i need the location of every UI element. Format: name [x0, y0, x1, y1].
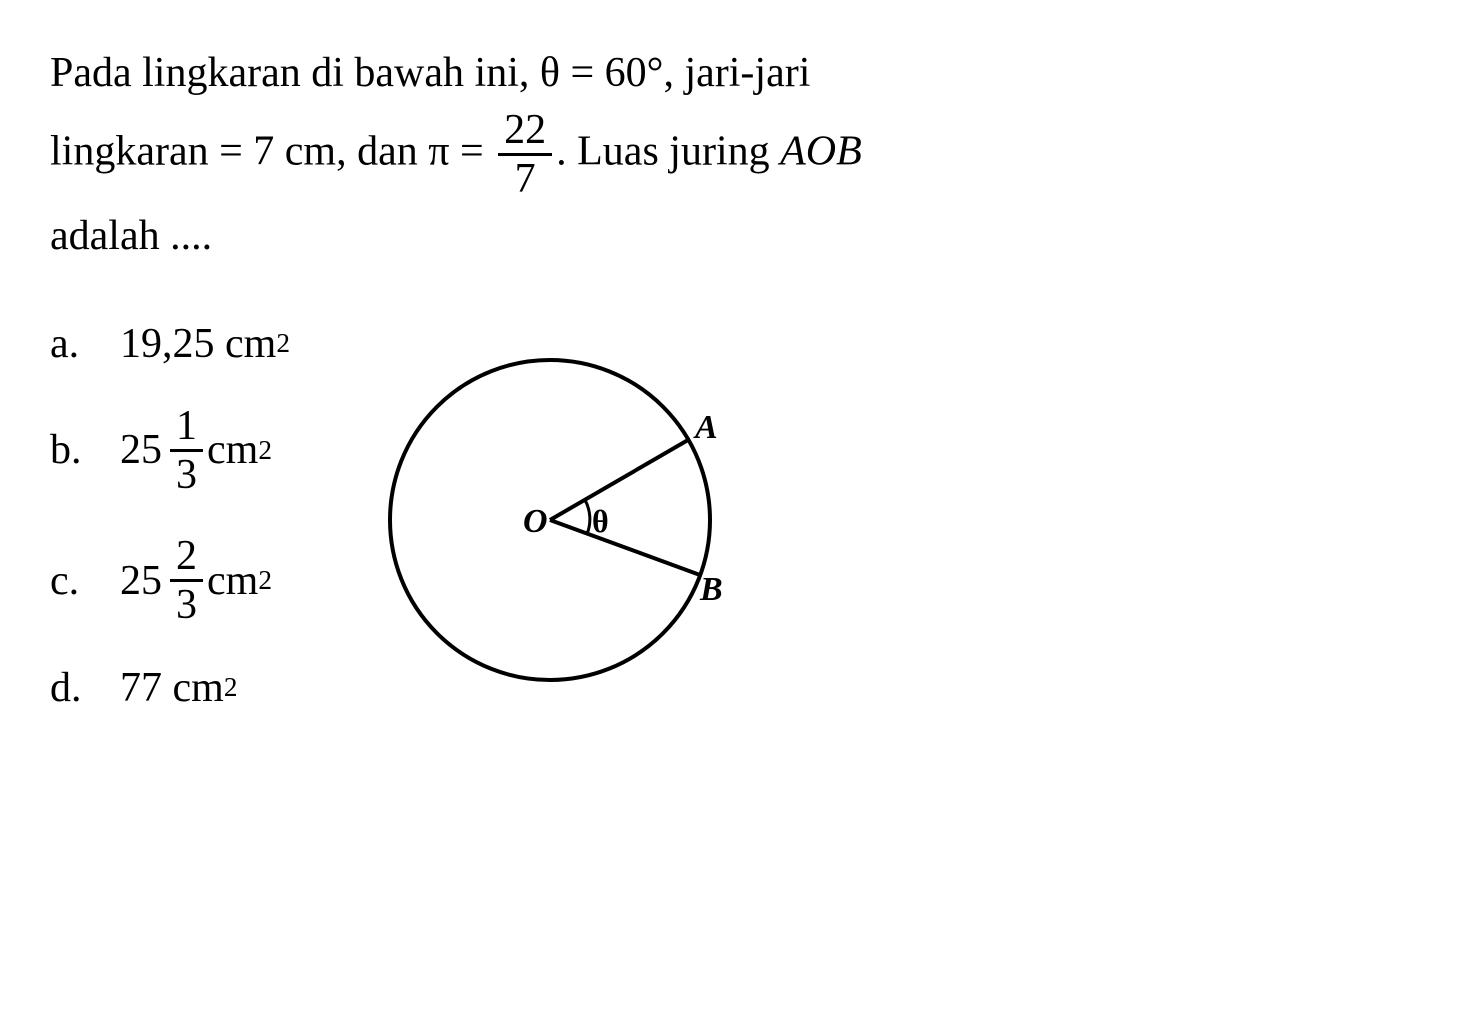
option-a-value: 19,25 cm2 — [120, 320, 290, 368]
circle-diagram: O θ A B — [370, 340, 770, 725]
q-l2-p3: AOB — [780, 129, 862, 175]
content-row: a. 19,25 cm2 b. 25 1 3 cm2 c. 2 — [50, 320, 1411, 747]
q-l2-p2: . Luas juring — [556, 129, 780, 175]
option-c-mixed: 25 2 3 — [120, 533, 207, 628]
label-theta: θ — [592, 503, 609, 539]
option-c-whole: 25 — [120, 557, 162, 605]
option-d-value: 77 cm2 — [120, 664, 237, 712]
label-o: O — [523, 503, 548, 540]
pi-den: 7 — [498, 156, 552, 202]
label-b: B — [699, 571, 723, 608]
option-a-text: 19,25 cm — [120, 320, 276, 368]
option-d-text: 77 cm — [120, 664, 224, 712]
option-d-letter: d. — [50, 664, 120, 712]
option-d-exp: 2 — [224, 672, 238, 703]
option-c-unit: cm — [207, 557, 258, 605]
option-c-value: 25 2 3 cm2 — [120, 533, 272, 628]
options-list: a. 19,25 cm2 b. 25 1 3 cm2 c. 2 — [50, 320, 290, 747]
option-a-exp: 2 — [276, 328, 290, 359]
pi-num: 22 — [498, 107, 552, 156]
option-c-exp: 2 — [258, 565, 272, 596]
option-b-whole: 25 — [120, 426, 162, 474]
circle-svg: O θ A B — [370, 340, 770, 720]
option-b-exp: 2 — [258, 435, 272, 466]
option-b-mixed: 25 1 3 — [120, 403, 207, 498]
option-b: b. 25 1 3 cm2 — [50, 403, 290, 498]
label-a: A — [693, 409, 718, 446]
question-line2: lingkaran = 7 cm, dan π = 227. Luas juri… — [50, 107, 1411, 202]
option-b-unit: cm — [207, 426, 258, 474]
line-oa — [550, 440, 688, 520]
option-c: c. 25 2 3 cm2 — [50, 533, 290, 628]
option-c-den: 3 — [170, 582, 203, 628]
question-line1: Pada lingkaran di bawah ini, θ = 60°, ja… — [50, 40, 1411, 107]
question-text: Pada lingkaran di bawah ini, θ = 60°, ja… — [50, 40, 1411, 270]
option-c-num: 2 — [170, 533, 203, 582]
option-a-letter: a. — [50, 320, 120, 368]
option-b-den: 3 — [170, 452, 203, 498]
option-c-letter: c. — [50, 557, 120, 605]
question-line3: adalah .... — [50, 203, 1411, 270]
angle-arc — [585, 500, 590, 534]
option-a: a. 19,25 cm2 — [50, 320, 290, 368]
option-c-fraction: 2 3 — [170, 533, 203, 628]
option-d: d. 77 cm2 — [50, 664, 290, 712]
option-b-letter: b. — [50, 426, 120, 474]
option-b-num: 1 — [170, 403, 203, 452]
option-b-fraction: 1 3 — [170, 403, 203, 498]
line-ob — [550, 520, 700, 575]
option-b-value: 25 1 3 cm2 — [120, 403, 272, 498]
pi-fraction: 227 — [498, 107, 552, 202]
q-l2-p1: lingkaran = 7 cm, dan π = — [50, 129, 494, 175]
